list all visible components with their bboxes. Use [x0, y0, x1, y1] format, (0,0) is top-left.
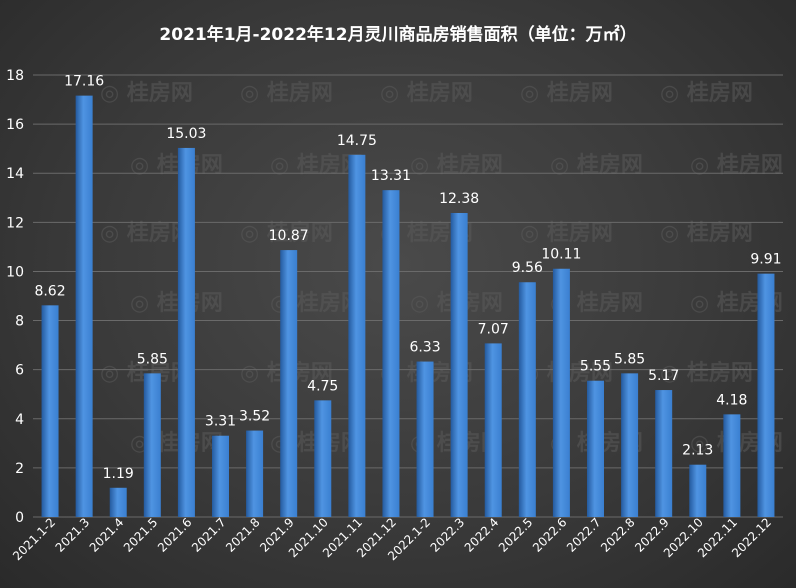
watermark-text: ◎ 桂房网	[520, 80, 613, 106]
bar	[75, 95, 93, 518]
bar	[552, 268, 570, 517]
bar-series: 8.62 17.16 1.19 5.85 15.03 3.31 3.52 10.87 4.75 1…	[34, 74, 782, 518]
y-tick-label: 18	[6, 68, 24, 84]
x-tick-label: 2021.8	[223, 515, 263, 555]
data-label: 8.62	[34, 283, 65, 299]
bar	[518, 282, 536, 517]
data-label: 5.55	[580, 359, 611, 375]
watermark-text: ◎ 桂房网	[130, 152, 223, 178]
y-tick-label: 0	[15, 510, 24, 526]
data-label: 10.87	[269, 228, 309, 244]
watermark-text: ◎ 桂房网	[130, 290, 223, 316]
watermark-text: ◎ 桂房网	[100, 220, 193, 246]
y-axis: 0 2 4 6 8 10 12 14 16 18	[6, 68, 24, 526]
x-tick-label: 2022.4	[462, 515, 502, 555]
watermark-text: ◎ 桂房网	[660, 360, 753, 386]
bar	[655, 390, 673, 517]
data-label: 14.75	[337, 133, 377, 149]
bar	[689, 464, 707, 517]
bar	[587, 380, 604, 517]
watermark-text: ◎ 桂房网	[690, 152, 783, 178]
x-tick-label: 2021.6	[155, 515, 195, 555]
bar	[757, 273, 775, 517]
y-tick-label: 16	[6, 117, 24, 133]
bar	[143, 373, 161, 517]
x-tick-label: 2022.5	[496, 515, 536, 555]
bar	[621, 373, 639, 517]
y-tick-label: 10	[6, 264, 24, 280]
data-label: 7.07	[478, 321, 509, 337]
bar	[41, 305, 59, 517]
data-label: 17.16	[64, 74, 104, 90]
x-tick-label: 2022.6	[530, 515, 570, 555]
x-tick-label: 2021.4	[87, 515, 127, 555]
chart-title: 2021年1月-2022年12月灵川商品房销售面积（单位：万㎡）	[159, 25, 637, 45]
watermark-text: ◎ 桂房网	[660, 220, 753, 246]
y-tick-label: 8	[15, 314, 24, 330]
y-tick-label: 12	[6, 215, 24, 231]
watermark-text: ◎ 桂房网	[240, 80, 333, 106]
x-tick-label: 2021.3	[53, 515, 93, 555]
watermark-text: ◎ 桂房网	[550, 152, 643, 178]
bar	[314, 400, 332, 517]
bar	[416, 361, 434, 517]
data-label: 3.52	[239, 409, 270, 425]
y-tick-label: 14	[6, 166, 24, 182]
watermark-text: ◎ 桂房网	[100, 80, 193, 106]
watermark-text: ◎ 桂房网	[520, 220, 613, 246]
y-tick-label: 4	[15, 412, 24, 428]
data-label: 4.18	[716, 392, 747, 408]
data-label: 2.13	[682, 443, 713, 459]
y-tick-label: 6	[15, 363, 24, 379]
data-label: 13.31	[371, 168, 411, 184]
watermark-text: ◎ 桂房网	[380, 80, 473, 106]
data-label: 1.19	[103, 466, 134, 482]
x-tick-label: 2022.7	[564, 515, 604, 555]
bar	[450, 213, 468, 517]
data-label: 15.03	[166, 126, 206, 142]
x-tick-label: 2021.7	[189, 515, 229, 555]
bar	[484, 343, 502, 517]
x-axis: 2021.1-22021.32021.42021.52021.62021.720…	[10, 515, 774, 563]
bar	[723, 414, 741, 517]
x-tick-label: 2022.8	[598, 515, 638, 555]
data-label: 6.33	[409, 340, 440, 356]
bar	[109, 487, 127, 517]
watermark-text: ◎ 桂房网	[410, 152, 503, 178]
data-label: 10.11	[541, 247, 581, 263]
bar	[212, 435, 229, 517]
data-label: 3.31	[205, 414, 236, 430]
data-label: 5.17	[648, 368, 679, 384]
x-tick-label: 2021.5	[121, 515, 161, 555]
bar	[348, 154, 366, 518]
y-tick-label: 2	[15, 461, 24, 477]
bar	[280, 250, 298, 517]
data-label: 9.91	[750, 252, 781, 268]
data-label: 5.85	[137, 351, 168, 367]
bar	[177, 147, 195, 517]
data-label: 5.85	[614, 351, 645, 367]
watermark-text: ◎ 桂房网	[240, 220, 333, 246]
bar	[246, 430, 264, 517]
data-label: 4.75	[307, 378, 338, 394]
x-tick-label: 2022.3	[428, 515, 468, 555]
watermark-text: ◎ 桂房网	[660, 80, 753, 106]
data-label: 12.38	[439, 191, 479, 207]
data-label: 9.56	[512, 260, 543, 276]
bar	[382, 190, 400, 517]
